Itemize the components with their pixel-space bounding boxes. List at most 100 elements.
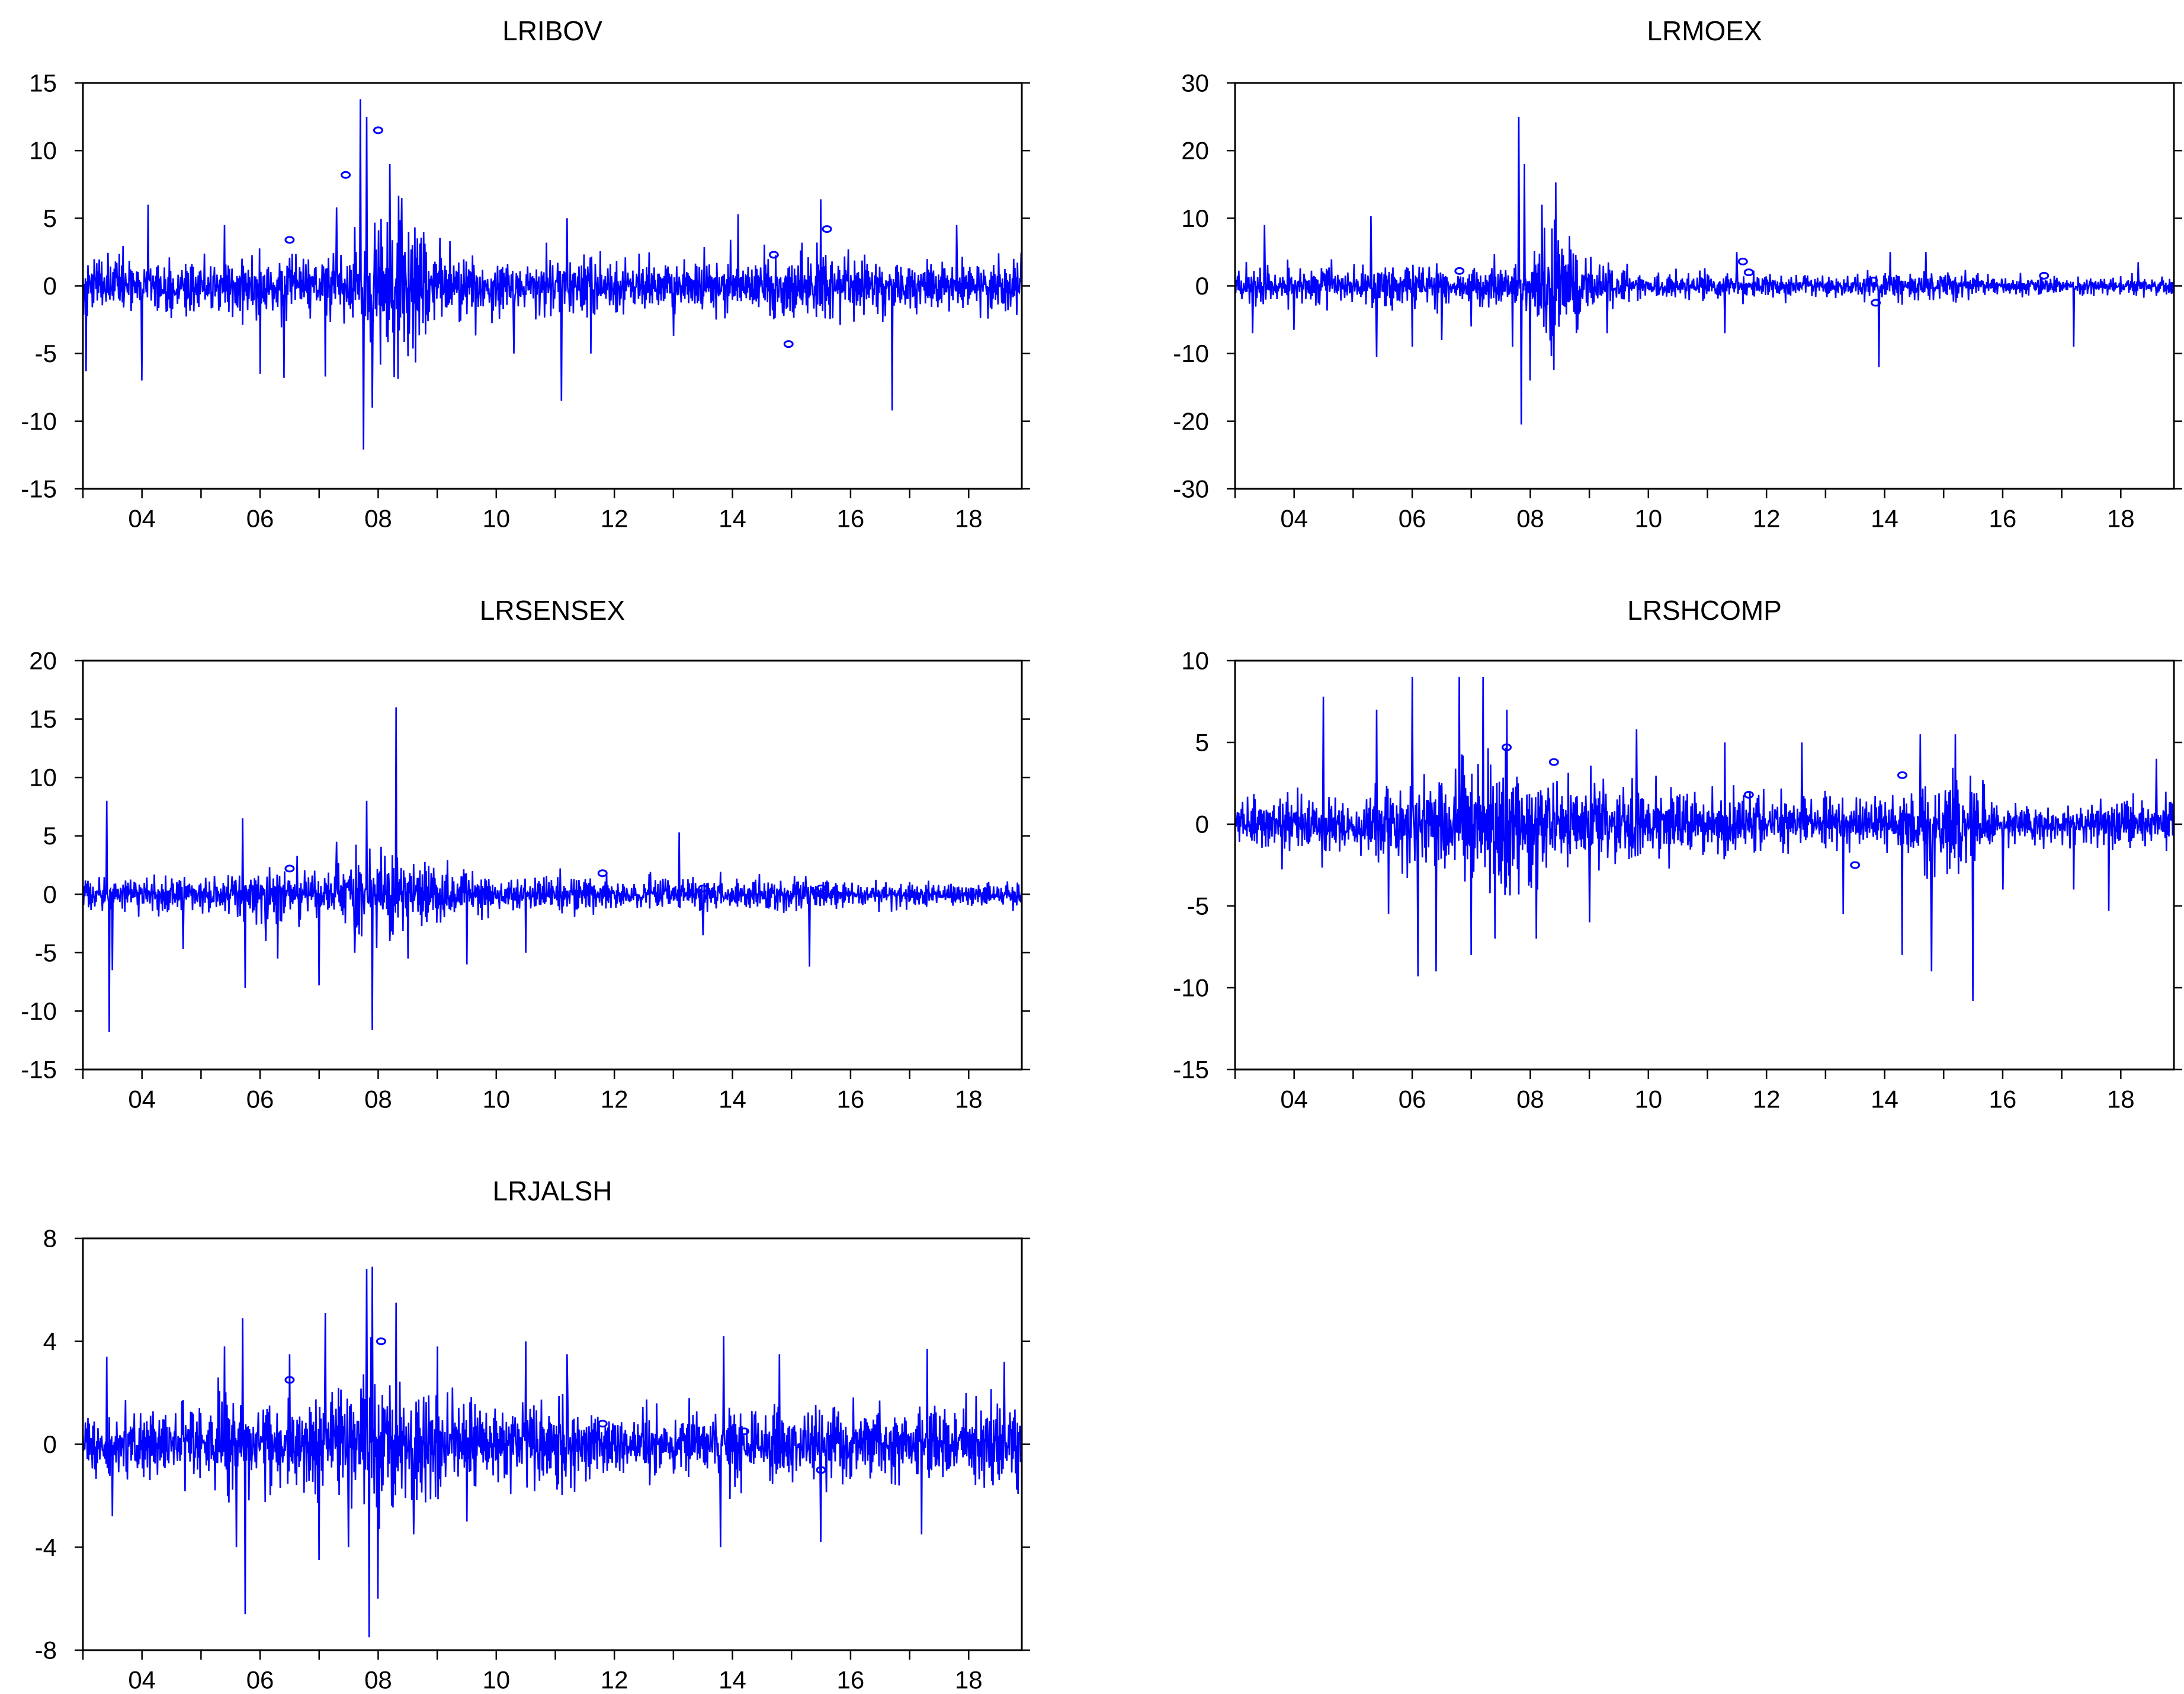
series-line xyxy=(83,1266,1022,1638)
x-tick-label: 18 xyxy=(955,1085,983,1113)
x-tick-label: 08 xyxy=(364,505,392,533)
y-tick-label: -10 xyxy=(1173,974,1209,1002)
y-tick-label: 10 xyxy=(1181,647,1209,675)
x-tick-label: 10 xyxy=(482,1085,510,1113)
x-tick-label: 10 xyxy=(482,1666,510,1694)
data-marker xyxy=(1868,276,1878,284)
panel-lrshcomp: LRSHCOMP 10 5 0 -5 -10 -15 04 06 08 10 12 14 16 18 xyxy=(1173,595,2182,1113)
y-tick-label: 0 xyxy=(1195,272,1209,300)
data-marker xyxy=(816,884,826,892)
panel-lrmoex: LRMOEX 30 20 10 0 -10 -20 -30 04 06 08 10 12 14 16 18 xyxy=(1173,15,2182,533)
data-marker xyxy=(1897,771,1907,779)
data-marker xyxy=(341,171,351,179)
panel-title: LRMOEX xyxy=(1647,15,1762,46)
y-tick-label: 5 xyxy=(43,204,57,232)
data-marker xyxy=(739,1427,749,1436)
x-tick-label: 06 xyxy=(246,1666,274,1694)
y-tick-label: -15 xyxy=(1173,1056,1209,1084)
x-tick-label: 12 xyxy=(601,1666,628,1694)
panel-lribov: LRIBOV 15 10 5 0 -5 -10 -15 04 06 08 10 12 14 16 18 xyxy=(21,15,1030,533)
panel-lrjalsh: LRJALSH 8 4 0 -4 -8 04 06 08 10 12 14 16 18 xyxy=(35,1176,1030,1694)
panel-title: LRIBOV xyxy=(502,15,602,46)
y-tick-label: -15 xyxy=(21,1056,57,1084)
y-tick-label: -5 xyxy=(35,340,57,367)
y-tick-label: 4 xyxy=(43,1327,57,1355)
x-tick-label: 06 xyxy=(1399,505,1426,533)
y-tick-label: 5 xyxy=(1195,729,1209,757)
x-tick-label: 04 xyxy=(1280,505,1308,533)
x-tick-label: 04 xyxy=(1280,1085,1308,1113)
data-marker xyxy=(783,340,794,348)
data-marker xyxy=(698,884,708,892)
x-tick-label: 12 xyxy=(601,505,628,533)
data-marker xyxy=(822,225,832,233)
x-tick-label: 10 xyxy=(1634,1085,1662,1113)
panel-lrsensex: LRSENSEX 20 15 10 5 0 -5 -10 -15 04 06 08 10 12 14 16 18 xyxy=(21,595,1030,1113)
plot-frame xyxy=(82,659,1023,1071)
x-tick-label: 06 xyxy=(1399,1085,1426,1113)
x-tick-label: 18 xyxy=(955,505,983,533)
y-tick-label: 15 xyxy=(29,69,57,97)
y-tick-label: 30 xyxy=(1181,69,1209,97)
x-tick-label: 08 xyxy=(1516,1085,1544,1113)
x-tick-label: 10 xyxy=(1634,505,1662,533)
series-line xyxy=(1235,677,2174,1001)
data-marker xyxy=(768,251,779,259)
x-tick-label: 16 xyxy=(837,505,865,533)
plot-frame xyxy=(1234,659,2175,1071)
data-marker xyxy=(1454,267,1465,275)
x-tick-label: 14 xyxy=(719,1666,746,1694)
x-tick-label: 14 xyxy=(719,505,746,533)
data-marker xyxy=(597,869,608,878)
x-tick-label: 04 xyxy=(128,1666,156,1694)
x-tick-label: 16 xyxy=(1989,1085,2017,1113)
y-tick-label: -30 xyxy=(1173,475,1209,503)
y-tick-label: 20 xyxy=(29,647,57,675)
data-marker xyxy=(1871,299,1881,307)
data-marker xyxy=(1737,257,1748,265)
data-marker xyxy=(1743,268,1754,277)
y-tick-label: 15 xyxy=(29,705,57,733)
data-marker xyxy=(373,126,383,135)
x-tick-label: 08 xyxy=(364,1085,392,1113)
x-tick-label: 14 xyxy=(1871,505,1898,533)
panel-title: LRJALSH xyxy=(493,1176,612,1206)
x-tick-label: 08 xyxy=(1516,505,1544,533)
y-tick-label: -15 xyxy=(21,475,57,503)
y-tick-label: -5 xyxy=(1187,892,1209,920)
y-tick-label: 5 xyxy=(43,822,57,850)
data-marker xyxy=(284,236,295,244)
x-tick-label: 18 xyxy=(2107,1085,2135,1113)
y-tick-label: -5 xyxy=(35,939,57,966)
y-tick-label: 0 xyxy=(43,272,57,300)
x-tick-label: 12 xyxy=(601,1085,628,1113)
data-marker xyxy=(1850,861,1861,869)
x-tick-label: 18 xyxy=(955,1666,983,1694)
x-tick-label: 06 xyxy=(246,1085,274,1113)
y-tick-label: 0 xyxy=(1195,811,1209,838)
data-marker xyxy=(284,864,295,873)
y-tick-label: -20 xyxy=(1173,407,1209,435)
x-tick-label: 04 xyxy=(128,505,156,533)
x-tick-label: 10 xyxy=(482,505,510,533)
x-tick-label: 12 xyxy=(1753,505,1781,533)
data-marker xyxy=(816,1466,826,1474)
x-tick-label: 14 xyxy=(1871,1085,1898,1113)
series-line xyxy=(83,99,1022,450)
x-tick-label: 04 xyxy=(128,1085,156,1113)
y-tick-label: -8 xyxy=(35,1637,57,1664)
x-tick-label: 08 xyxy=(364,1666,392,1694)
data-marker xyxy=(284,1376,295,1384)
y-tick-label: 20 xyxy=(1181,137,1209,165)
series-line xyxy=(1235,117,2174,425)
panel-title: LRSENSEX xyxy=(480,595,625,626)
x-tick-label: 16 xyxy=(837,1666,865,1694)
x-tick-label: 16 xyxy=(837,1085,865,1113)
y-tick-label: 0 xyxy=(43,880,57,908)
data-marker xyxy=(376,1337,386,1346)
x-tick-label: 12 xyxy=(1753,1085,1781,1113)
x-tick-label: 06 xyxy=(246,505,274,533)
x-tick-label: 16 xyxy=(1989,505,2017,533)
x-tick-label: 14 xyxy=(719,1085,746,1113)
